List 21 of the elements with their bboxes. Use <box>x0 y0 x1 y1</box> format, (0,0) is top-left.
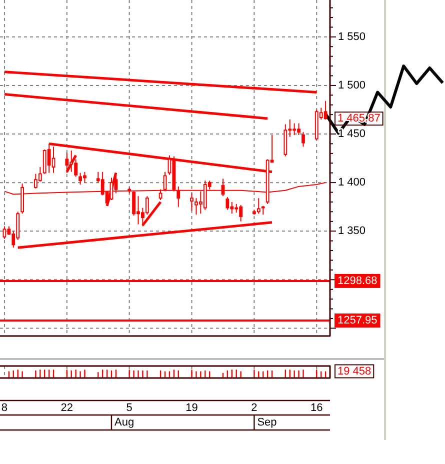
x-tick-label: 16 <box>310 402 323 414</box>
x-tick-label: 2 <box>251 402 258 414</box>
text: Sep <box>257 416 277 428</box>
y-tick-label: 1 550 <box>338 30 366 43</box>
x-tick-label: 5 <box>126 402 132 414</box>
y-tick-label: 1 400 <box>338 176 366 189</box>
x-tick-label: 22 <box>60 402 74 414</box>
x-tick-label: 8 <box>1 402 8 414</box>
text: Aug <box>114 416 134 428</box>
ref-line-label: 1257.95 <box>338 314 378 327</box>
y-tick-label: 1 350 <box>338 225 366 238</box>
y-tick-label: 1 500 <box>338 79 366 92</box>
x-tick-label: 19 <box>186 402 198 414</box>
candlestick <box>324 100 328 120</box>
candlestick <box>2 226 6 240</box>
candlestick <box>190 192 194 212</box>
candlestick <box>256 198 260 214</box>
candlestick <box>226 196 230 210</box>
ref-line-label: 1298.68 <box>338 274 378 287</box>
candlestick <box>302 132 305 148</box>
text: 19 458 <box>338 365 372 378</box>
